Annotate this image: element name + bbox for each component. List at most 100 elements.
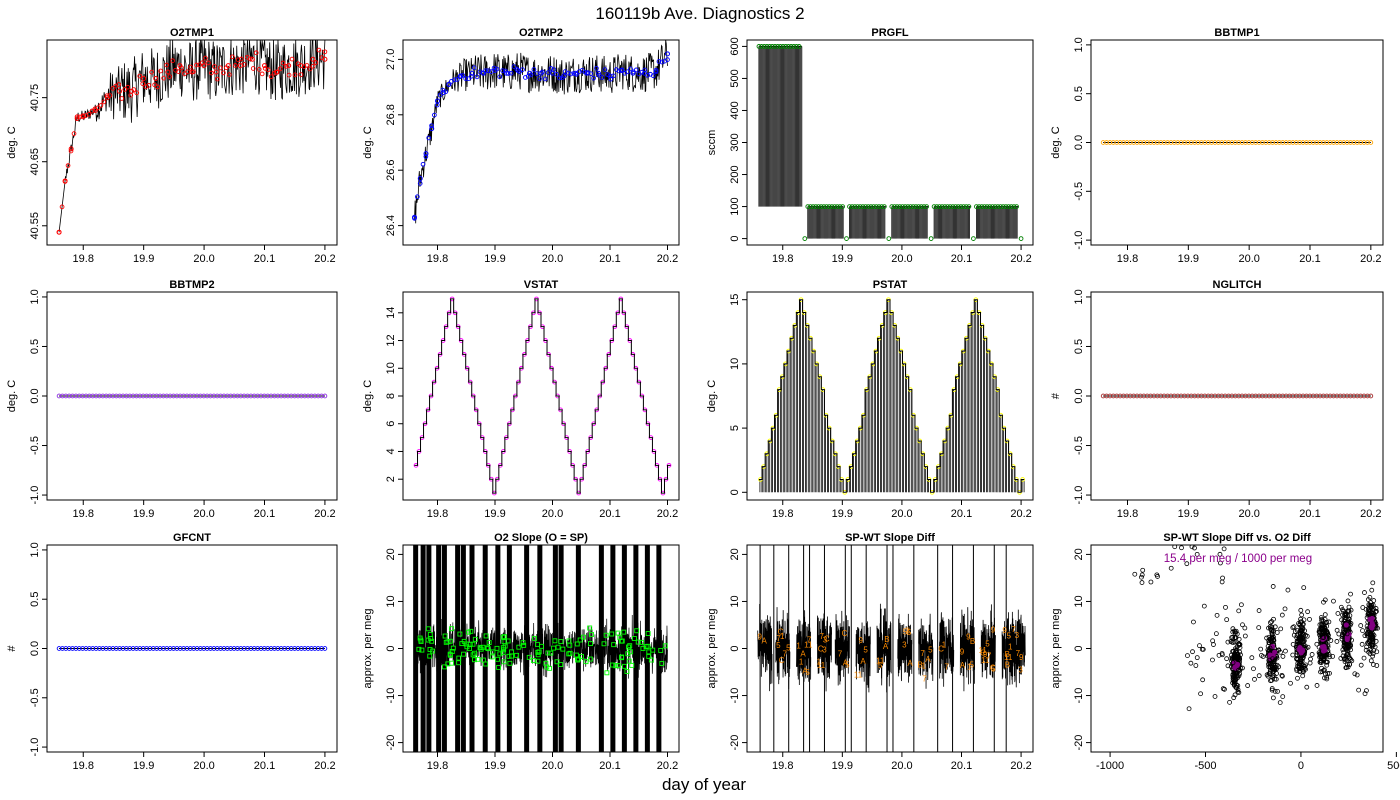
data-point xyxy=(506,653,512,659)
data-point xyxy=(826,204,832,209)
data-point xyxy=(832,204,837,209)
data-point xyxy=(1219,579,1225,585)
y-tick-label: 26.4 xyxy=(385,215,397,236)
point-label: 11 xyxy=(981,656,990,665)
data-point xyxy=(480,644,486,650)
panel-title: VSTAT xyxy=(524,279,559,291)
data-point xyxy=(1305,644,1311,650)
mean-point xyxy=(1367,616,1373,622)
data-point xyxy=(794,44,799,49)
data-point xyxy=(894,204,900,209)
point-label: 5 xyxy=(863,646,868,655)
x-tick-label: 20.0 xyxy=(193,508,214,520)
data-point xyxy=(1273,676,1279,682)
data-point xyxy=(1231,695,1237,701)
data-point xyxy=(56,229,62,235)
data-point xyxy=(322,49,328,55)
mean-point xyxy=(1270,653,1276,659)
y-tick-label: 40.65 xyxy=(29,148,41,176)
data-point xyxy=(460,73,466,78)
data-point xyxy=(107,93,113,98)
data-point xyxy=(796,44,802,49)
spike-band xyxy=(610,545,616,752)
data-point xyxy=(128,92,134,98)
data-point xyxy=(844,236,849,241)
y-axis-label: approx. per meg xyxy=(706,608,718,688)
data-point xyxy=(1197,643,1202,649)
y-tick-label: 0.5 xyxy=(29,592,41,607)
data-point xyxy=(427,653,433,659)
data-point xyxy=(1269,687,1275,693)
data-point xyxy=(491,65,497,71)
data-point xyxy=(1320,626,1325,632)
plot-frame xyxy=(746,291,1034,501)
y-tick-label: 20 xyxy=(1073,548,1085,560)
point-label: 1 xyxy=(817,657,822,666)
x-tick-label: 19.8 xyxy=(1117,253,1138,265)
data-point xyxy=(167,74,172,79)
data-point xyxy=(221,70,226,76)
data-point xyxy=(188,64,193,70)
data-point xyxy=(976,204,982,209)
data-point xyxy=(489,654,495,660)
y-axis-label: deg. C xyxy=(362,126,374,158)
data-point xyxy=(1282,606,1288,612)
data-point xyxy=(179,65,184,71)
point-label: 7 xyxy=(944,663,949,672)
data-point xyxy=(1220,575,1225,581)
x-tick-label: 20.2 xyxy=(1010,253,1031,265)
x-tick-label: 20.1 xyxy=(599,760,620,772)
data-point xyxy=(259,71,265,77)
panel-title: O2TMP2 xyxy=(519,27,563,39)
mean-point xyxy=(1369,620,1375,626)
data-point xyxy=(447,651,453,657)
data-point xyxy=(1233,628,1239,634)
data-point xyxy=(535,649,541,655)
data-point xyxy=(918,204,924,209)
data-point xyxy=(509,649,515,655)
data-point xyxy=(1360,628,1365,634)
data-point xyxy=(1327,654,1333,660)
data-point xyxy=(921,204,927,209)
data-point xyxy=(545,650,551,656)
data-point xyxy=(558,639,564,645)
x-tick-label: 19.9 xyxy=(832,253,853,265)
data-point xyxy=(1252,676,1257,682)
y-axis-label: deg. C xyxy=(6,126,18,158)
data-point xyxy=(966,204,972,209)
data-point xyxy=(621,629,627,635)
data-point xyxy=(759,44,764,49)
data-point xyxy=(1334,627,1340,633)
data-point xyxy=(1360,605,1366,610)
data-point xyxy=(1267,645,1273,651)
data-point xyxy=(551,67,557,72)
data-point xyxy=(548,650,554,656)
data-point xyxy=(876,204,882,209)
data-point xyxy=(574,641,580,647)
data-point xyxy=(423,154,429,159)
data-point xyxy=(1199,646,1205,652)
data-point xyxy=(1210,657,1215,663)
data-point xyxy=(1317,630,1323,636)
data-point xyxy=(1272,624,1278,630)
plot-area xyxy=(413,296,672,496)
data-point xyxy=(602,67,608,72)
x-tick-label: 500 xyxy=(1387,760,1400,772)
data-point xyxy=(1352,671,1358,677)
point-label: 7 xyxy=(807,636,812,645)
y-axis-label: deg. C xyxy=(362,380,374,412)
x-tick-label: 20.1 xyxy=(254,253,275,265)
data-point xyxy=(437,92,443,98)
y-tick-label: -0.5 xyxy=(29,436,41,455)
data-point xyxy=(1251,666,1256,672)
data-point xyxy=(1365,597,1371,602)
data-point xyxy=(1217,560,1223,566)
data-point xyxy=(947,204,953,209)
plot-area xyxy=(1100,393,1374,399)
data-point xyxy=(863,204,868,209)
data-point xyxy=(490,649,496,655)
data-point xyxy=(1338,656,1344,661)
y-tick-label: 5 xyxy=(729,425,741,431)
data-point xyxy=(420,161,426,167)
data-point xyxy=(1259,652,1264,658)
